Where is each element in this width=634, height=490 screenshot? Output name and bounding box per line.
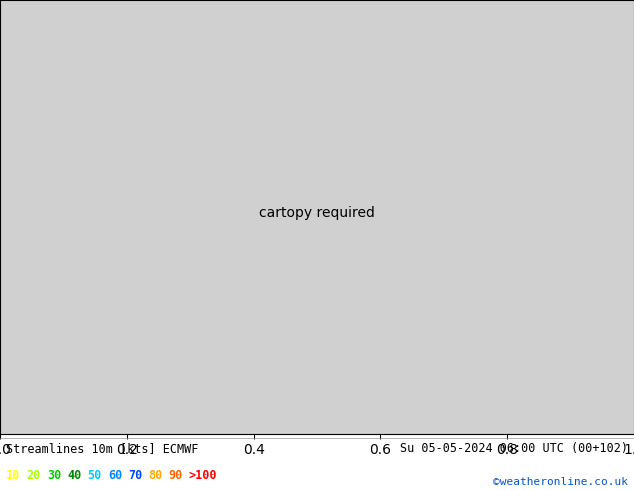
Text: 70: 70 — [128, 468, 142, 482]
Text: ©weatheronline.co.uk: ©weatheronline.co.uk — [493, 477, 628, 487]
Text: 60: 60 — [108, 468, 122, 482]
Text: >100: >100 — [189, 468, 217, 482]
Text: cartopy required: cartopy required — [259, 206, 375, 220]
Text: 10: 10 — [6, 468, 20, 482]
Text: 20: 20 — [27, 468, 41, 482]
Text: 50: 50 — [87, 468, 101, 482]
Text: 90: 90 — [169, 468, 183, 482]
Text: 30: 30 — [47, 468, 61, 482]
Text: Streamlines 10m [kts] ECMWF: Streamlines 10m [kts] ECMWF — [6, 442, 198, 455]
Text: 40: 40 — [67, 468, 81, 482]
Text: 80: 80 — [148, 468, 162, 482]
Text: Su 05-05-2024 06:00 UTC (00+102): Su 05-05-2024 06:00 UTC (00+102) — [399, 442, 628, 455]
